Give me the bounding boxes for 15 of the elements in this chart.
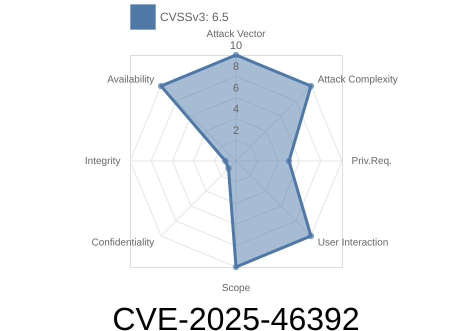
spoke-label: Integrity [84, 156, 120, 167]
spoke-label: Attack Vector [206, 28, 266, 40]
y-tick-label: 2 [232, 124, 240, 137]
spoke-label: Scope [222, 283, 251, 294]
y-tick-label: 4 [232, 104, 240, 116]
spoke-label: Priv.Req. [352, 156, 392, 167]
spoke-label: Availability [107, 74, 154, 86]
spoke-label: Confidentiality [91, 238, 154, 249]
legend-label: CVSSv3: 6.5 [160, 10, 230, 24]
spoke-label: Attack Complexity [318, 74, 398, 86]
y-tick-label: 8 [232, 61, 240, 74]
text: CVE-2025-46392 [112, 301, 360, 331]
y-tick-label: 6 [232, 82, 240, 94]
y-tick-label: 10 [230, 40, 242, 52]
spoke-label: User Interaction [318, 238, 388, 249]
